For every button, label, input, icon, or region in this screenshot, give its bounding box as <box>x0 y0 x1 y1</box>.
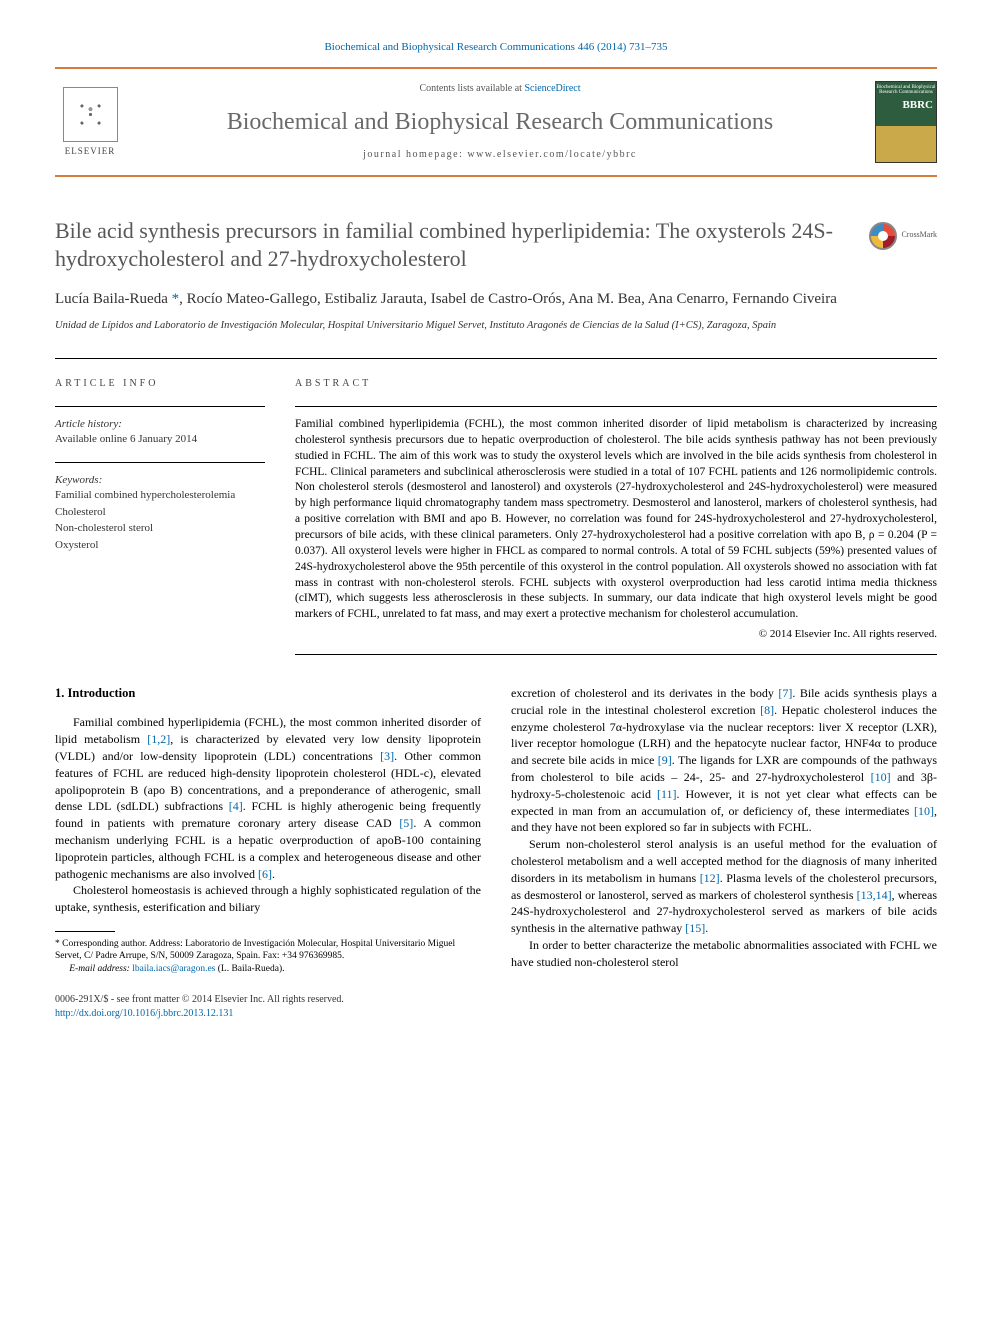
authors-text: Lucía Baila-Rueda *, Rocío Mateo-Gallego… <box>55 291 837 307</box>
publisher-name: ELSEVIER <box>65 145 116 157</box>
article-history-label: Article history: <box>55 417 265 432</box>
footer-info: 0006-291X/$ - see front matter © 2014 El… <box>55 993 937 1021</box>
keywords-label: Keywords: <box>55 473 265 488</box>
citation-link[interactable]: [15] <box>685 921 705 935</box>
body-paragraph: Cholesterol homeostasis is achieved thro… <box>55 882 481 916</box>
abstract-divider <box>295 406 937 407</box>
section-1-heading: 1. Introduction <box>55 685 481 703</box>
citation-link[interactable]: [3] <box>380 749 394 763</box>
citation-link[interactable]: [9] <box>658 753 672 767</box>
crossmark-badge[interactable]: CrossMark <box>869 222 937 250</box>
citation-link[interactable]: [13,14] <box>857 888 892 902</box>
section-divider <box>55 358 937 359</box>
cover-title-text: Biochemical and Biophysical Research Com… <box>876 85 936 96</box>
contents-prefix: Contents lists available at <box>419 83 524 94</box>
cover-abbrev: BBRC <box>876 98 936 113</box>
crossmark-icon <box>869 222 897 250</box>
keyword-item: Familial combined hypercholesterolemia <box>55 487 265 504</box>
citation-link[interactable]: [12] <box>700 871 720 885</box>
keyword-item: Cholesterol <box>55 504 265 521</box>
article-info-heading: ARTICLE INFO <box>55 377 265 391</box>
sciencedirect-link[interactable]: ScienceDirect <box>524 83 580 94</box>
citation-link[interactable]: [1,2] <box>147 732 170 746</box>
journal-name: Biochemical and Biophysical Research Com… <box>140 106 860 138</box>
abstract-heading: ABSTRACT <box>295 377 937 391</box>
journal-banner: ELSEVIER Contents lists available at Sci… <box>55 67 937 177</box>
homepage-prefix: journal homepage: <box>363 149 467 160</box>
article-title: Bile acid synthesis precursors in famili… <box>55 217 849 274</box>
citation-link[interactable]: [11] <box>657 787 677 801</box>
info-divider <box>55 406 265 407</box>
citation-link[interactable]: [10] <box>914 804 934 818</box>
journal-cover-thumbnail[interactable]: Biochemical and Biophysical Research Com… <box>875 81 937 163</box>
keywords-list: Familial combined hypercholesterolemia C… <box>55 487 265 553</box>
keyword-item: Oxysterol <box>55 537 265 554</box>
info-divider <box>55 462 265 463</box>
citation-link[interactable]: [7] <box>778 686 792 700</box>
doi-link[interactable]: http://dx.doi.org/10.1016/j.bbrc.2013.12… <box>55 1008 233 1019</box>
citation-link[interactable]: [6] <box>258 867 272 881</box>
affiliation: Unidad de Lípidos and Laboratorio de Inv… <box>55 319 937 333</box>
article-body: 1. Introduction Familial combined hyperl… <box>55 685 937 975</box>
homepage-url[interactable]: www.elsevier.com/locate/ybbrc <box>467 149 636 160</box>
header-citation: Biochemical and Biophysical Research Com… <box>55 40 937 55</box>
copyright-line: © 2014 Elsevier Inc. All rights reserved… <box>295 627 937 642</box>
author-list: Lucía Baila-Rueda *, Rocío Mateo-Gallego… <box>55 289 937 309</box>
citation-link[interactable]: [10] <box>871 770 891 784</box>
citation-link[interactable]: [5] <box>399 816 413 830</box>
body-paragraph: Serum non-cholesterol sterol analysis is… <box>511 836 937 937</box>
body-paragraph: Familial combined hyperlipidemia (FCHL),… <box>55 714 481 882</box>
publisher-logo[interactable]: ELSEVIER <box>55 82 125 162</box>
email-footnote: E-mail address: lbaila.iacs@aragon.es (L… <box>55 963 481 975</box>
corresponding-author-footnote: * Corresponding author. Address: Laborat… <box>55 938 481 963</box>
issn-line: 0006-291X/$ - see front matter © 2014 El… <box>55 993 937 1007</box>
elsevier-tree-icon <box>63 87 118 142</box>
contents-available-line: Contents lists available at ScienceDirec… <box>140 82 860 96</box>
abstract-bottom-divider <box>295 654 937 655</box>
keyword-item: Non-cholesterol sterol <box>55 520 265 537</box>
body-paragraph: In order to better characterize the meta… <box>511 937 937 971</box>
journal-homepage-line: journal homepage: www.elsevier.com/locat… <box>140 148 860 162</box>
citation-link[interactable]: [8] <box>760 703 774 717</box>
body-paragraph: excretion of cholesterol and its derivat… <box>511 685 937 836</box>
footnote-separator <box>55 931 115 932</box>
citation-link[interactable]: [4] <box>229 799 243 813</box>
corresponding-author-mark[interactable]: * <box>172 291 180 307</box>
email-link[interactable]: lbaila.iacs@aragon.es <box>132 964 215 974</box>
abstract-text: Familial combined hyperlipidemia (FCHL),… <box>295 417 937 623</box>
crossmark-label: CrossMark <box>901 230 937 241</box>
article-history-text: Available online 6 January 2014 <box>55 432 265 447</box>
